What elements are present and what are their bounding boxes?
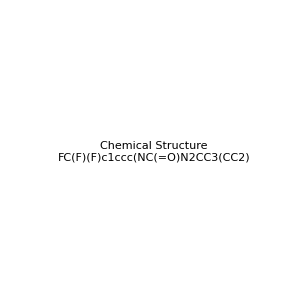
Text: Chemical Structure
FC(F)(F)c1ccc(NC(=O)N2CC3(CC2): Chemical Structure FC(F)(F)c1ccc(NC(=O)N… — [57, 141, 250, 162]
